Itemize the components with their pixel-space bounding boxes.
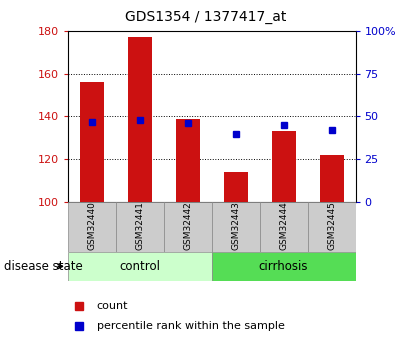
Text: GSM32444: GSM32444	[279, 201, 288, 250]
Bar	[80, 82, 104, 202]
Text: control: control	[119, 260, 160, 273]
Bar	[116, 202, 164, 252]
Text: GSM32441: GSM32441	[135, 201, 144, 250]
Bar	[260, 202, 307, 252]
Text: GSM32443: GSM32443	[231, 201, 240, 250]
Bar	[68, 252, 212, 281]
Text: count: count	[97, 301, 128, 311]
Bar	[164, 202, 212, 252]
Bar	[68, 202, 116, 252]
Bar	[128, 38, 152, 202]
Bar	[224, 172, 247, 202]
Bar	[307, 202, 356, 252]
Bar	[212, 202, 260, 252]
Text: GSM32445: GSM32445	[327, 201, 336, 250]
Text: cirrhosis: cirrhosis	[259, 260, 308, 273]
Text: GSM32440: GSM32440	[87, 201, 96, 250]
Text: disease state: disease state	[4, 260, 83, 273]
Text: percentile rank within the sample: percentile rank within the sample	[97, 321, 284, 331]
Bar	[176, 119, 200, 202]
Text: GDS1354 / 1377417_at: GDS1354 / 1377417_at	[125, 10, 286, 24]
Bar	[212, 252, 356, 281]
Bar	[319, 155, 344, 202]
Text: GSM32442: GSM32442	[183, 201, 192, 250]
Bar	[272, 131, 296, 202]
